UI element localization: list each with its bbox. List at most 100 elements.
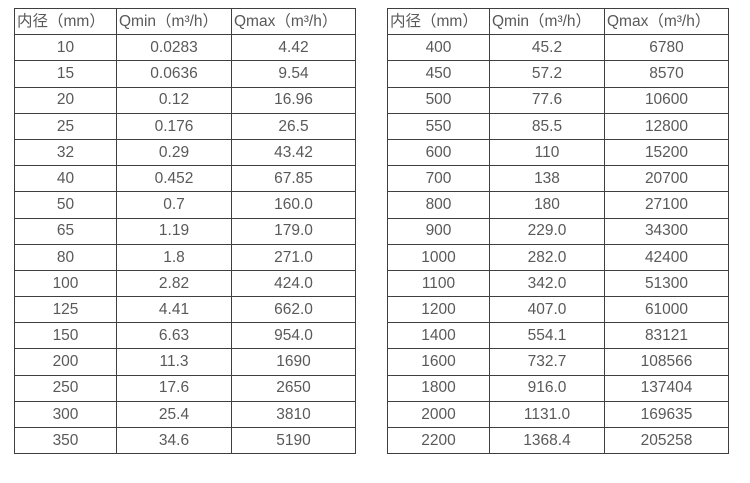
table-row: 250 17.6 2650 xyxy=(14,374,356,402)
table-cell: 1368.4 xyxy=(489,426,605,455)
column-header: 内径（mm） xyxy=(387,7,490,36)
table-cell: 2.82 xyxy=(116,269,232,298)
table-row: 1000 282.0 42400 xyxy=(387,243,729,271)
table-cell: 0.176 xyxy=(116,112,232,140)
table-row: 15 0.0636 9.54 xyxy=(14,60,356,88)
table-cell: 10 xyxy=(14,34,117,62)
table-row: 550 85.5 12800 xyxy=(387,112,729,140)
column-header: Qmin（m³/h） xyxy=(489,7,605,36)
flow-spec-table-small-diameters: 内径（mm） Qmin（m³/h） Qmax（m³/h） 10 0.0283 4.42 15… xyxy=(14,7,356,455)
header-row: 内径（mm） Qmin（m³/h） Qmax（m³/h） xyxy=(387,7,729,36)
table-row: 1800 916.0 137404 xyxy=(387,374,729,402)
table-row: 32 0.29 43.42 xyxy=(14,138,356,167)
table-cell: 11.3 xyxy=(116,348,232,376)
table-cell: 4.42 xyxy=(231,34,356,62)
table-cell: 25.4 xyxy=(116,400,232,429)
table-cell: 662.0 xyxy=(231,296,356,324)
table-cell: 1800 xyxy=(387,374,490,402)
table-cell: 85.5 xyxy=(489,112,605,140)
table-row: 800 180 27100 xyxy=(387,191,729,219)
column-header: Qmax（m³/h） xyxy=(604,7,729,36)
table-cell: 160.0 xyxy=(231,191,356,219)
table-cell: 20 xyxy=(14,86,117,114)
table-cell: 16.96 xyxy=(231,86,356,114)
table-cell: 5190 xyxy=(231,426,356,455)
table-cell: 108566 xyxy=(604,348,729,376)
flow-spec-table-large-diameters: 内径（mm） Qmin（m³/h） Qmax（m³/h） 400 45.2 6780 450… xyxy=(387,7,729,455)
table-cell: 250 xyxy=(14,374,117,402)
table-cell: 179.0 xyxy=(231,217,356,245)
table-cell: 32 xyxy=(14,138,117,167)
header-row: 内径（mm） Qmin（m³/h） Qmax（m³/h） xyxy=(14,7,356,36)
table-cell: 80 xyxy=(14,243,117,271)
table-cell: 407.0 xyxy=(489,296,605,324)
table-cell: 65 xyxy=(14,217,117,245)
table-cell: 4.41 xyxy=(116,296,232,324)
table-row: 200 11.3 1690 xyxy=(14,348,356,376)
table-cell: 900 xyxy=(387,217,490,245)
table-cell: 15200 xyxy=(604,138,729,167)
table-cell: 200 xyxy=(14,348,117,376)
table-row: 25 0.176 26.5 xyxy=(14,112,356,140)
table-cell: 50 xyxy=(14,191,117,219)
table-cell: 1200 xyxy=(387,296,490,324)
table-row: 65 1.19 179.0 xyxy=(14,217,356,245)
table-cell: 732.7 xyxy=(489,348,605,376)
table-cell: 2200 xyxy=(387,426,490,455)
table-row: 450 57.2 8570 xyxy=(387,60,729,88)
table-cell: 137404 xyxy=(604,374,729,402)
table-cell: 1.19 xyxy=(116,217,232,245)
table-cell: 0.0283 xyxy=(116,34,232,62)
table-cell: 43.42 xyxy=(231,138,356,167)
table-cell: 1000 xyxy=(387,243,490,271)
table-cell: 34300 xyxy=(604,217,729,245)
table-cell: 83121 xyxy=(604,322,729,350)
table-cell: 8570 xyxy=(604,60,729,88)
column-header: Qmax（m³/h） xyxy=(231,7,356,36)
table-row: 2200 1368.4 205258 xyxy=(387,426,729,455)
table-cell: 424.0 xyxy=(231,269,356,298)
table-cell: 25 xyxy=(14,112,117,140)
table-row: 150 6.63 954.0 xyxy=(14,322,356,350)
table-cell: 0.0636 xyxy=(116,60,232,88)
table-row: 600 110 15200 xyxy=(387,138,729,167)
table-cell: 700 xyxy=(387,165,490,193)
table-cell: 26.5 xyxy=(231,112,356,140)
table-cell: 1400 xyxy=(387,322,490,350)
table-cell: 169635 xyxy=(604,400,729,429)
table-cell: 0.12 xyxy=(116,86,232,114)
table-cell: 34.6 xyxy=(116,426,232,455)
table-cell: 150 xyxy=(14,322,117,350)
table-cell: 138 xyxy=(489,165,605,193)
table-row: 300 25.4 3810 xyxy=(14,400,356,429)
table-cell: 1690 xyxy=(231,348,356,376)
table-cell: 2650 xyxy=(231,374,356,402)
table-row: 1400 554.1 83121 xyxy=(387,322,729,350)
table-row: 100 2.82 424.0 xyxy=(14,269,356,298)
table-row: 400 45.2 6780 xyxy=(387,34,729,62)
table-row: 900 229.0 34300 xyxy=(387,217,729,245)
table-row: 10 0.0283 4.42 xyxy=(14,34,356,62)
table-cell: 300 xyxy=(14,400,117,429)
table-cell: 12800 xyxy=(604,112,729,140)
table-cell: 1131.0 xyxy=(489,400,605,429)
table-cell: 77.6 xyxy=(489,86,605,114)
table-cell: 2000 xyxy=(387,400,490,429)
table-cell: 15 xyxy=(14,60,117,88)
table-cell: 0.452 xyxy=(116,165,232,193)
table-cell: 600 xyxy=(387,138,490,167)
table-row: 1200 407.0 61000 xyxy=(387,296,729,324)
table-cell: 350 xyxy=(14,426,117,455)
column-header: Qmin（m³/h） xyxy=(116,7,232,36)
table-row: 350 34.6 5190 xyxy=(14,426,356,455)
table-row: 80 1.8 271.0 xyxy=(14,243,356,271)
table-cell: 282.0 xyxy=(489,243,605,271)
table-cell: 27100 xyxy=(604,191,729,219)
table-cell: 550 xyxy=(387,112,490,140)
table-cell: 9.54 xyxy=(231,60,356,88)
table-cell: 125 xyxy=(14,296,117,324)
table-cell: 954.0 xyxy=(231,322,356,350)
table-row: 1600 732.7 108566 xyxy=(387,348,729,376)
table-cell: 61000 xyxy=(604,296,729,324)
